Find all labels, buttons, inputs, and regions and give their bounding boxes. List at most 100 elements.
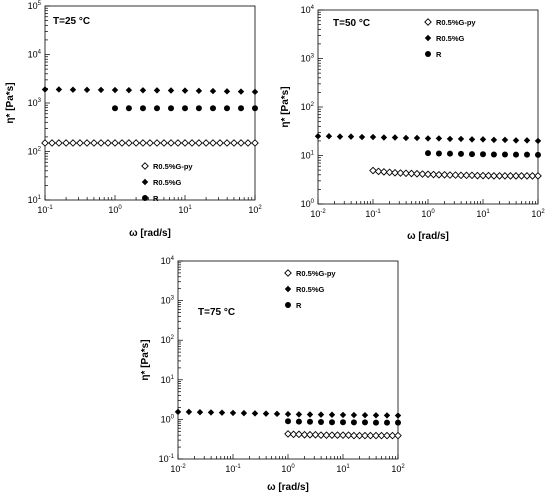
data-point [139,105,146,112]
data-point [469,151,476,158]
x-tick-label: 101 [476,209,490,219]
x-axis-label: ω [rad/s] [407,231,449,242]
x-tick-label: 102 [391,464,405,474]
data-point [490,151,497,158]
data-point [311,430,320,439]
data-point [358,133,366,141]
data-point [339,411,347,419]
chart-panel-2: 10-2 10-1 100 101 102 100 101 102 103 104 ω [rad/s… [280,5,545,242]
y-axis-label: η* [Pa*s] [140,339,151,380]
data-point [369,166,377,175]
data-point [195,105,202,112]
x-tick-label: 10-1 [37,205,53,215]
data-point [202,139,210,147]
data-point [383,431,391,440]
data-point [325,132,333,140]
data-point [407,169,416,178]
series-filled-circle [285,418,401,426]
data-point [350,431,358,440]
data-point [340,419,346,426]
data-point [273,410,281,418]
data-point [512,151,519,158]
data-point [153,139,161,147]
legend-marker [141,178,149,186]
data-point [223,139,231,147]
data-point [395,419,401,426]
y-tick-label: 100 [301,199,315,209]
data-point [462,171,471,180]
data-point [182,105,188,112]
data-point [181,87,189,94]
data-point [251,88,259,96]
x-tick-label: 102 [248,205,262,215]
legend-marker [285,302,291,308]
data-point [167,87,175,94]
data-point [402,169,410,178]
data-point [209,139,217,147]
x-tick-label: 102 [531,209,545,219]
data-point [125,139,133,147]
series-filled-circle [425,150,541,158]
data-point [328,431,336,439]
data-point [473,171,482,180]
data-point [139,139,147,147]
data-point [383,412,391,419]
chart-title: T=75 °C [198,307,235,318]
data-point [495,172,504,180]
data-point [97,139,105,147]
y-tick-label: 102 [161,335,175,345]
data-point [361,411,369,419]
data-point [41,86,49,93]
data-point [306,411,314,418]
data-point [317,411,325,418]
data-point [380,168,388,176]
data-point [517,172,526,180]
legend-marker [424,34,432,42]
x-tick-label: 100 [108,205,122,215]
data-point [104,139,112,147]
legend: R0.5%G-py R0.5%G R [424,18,476,59]
data-point [435,135,443,142]
data-point [317,431,325,439]
data-point [468,136,476,143]
data-point [317,418,324,425]
data-point [347,133,355,140]
data-point [490,172,498,180]
series-open-diamond [41,139,259,147]
data-point [366,431,375,440]
series-filled-circle [112,105,258,112]
series-filled-diamond [314,132,542,145]
y-tick-label: 103 [161,296,175,306]
data-point [153,105,160,112]
data-point [167,139,175,147]
data-point [479,136,487,143]
data-point [185,408,193,416]
data-point [132,139,140,147]
data-point [295,418,302,425]
data-point [479,171,487,180]
data-point [457,171,465,180]
data-point [535,151,541,158]
data-point [125,86,133,94]
y-tick-label: 103 [28,98,42,108]
data-point [111,86,119,94]
x-tick-label: 101 [178,205,192,215]
data-point [524,151,531,158]
data-point [300,430,309,439]
data-point [230,139,238,147]
data-point [336,133,344,140]
data-point [118,139,126,147]
x-tick-label: 10-2 [170,464,186,474]
legend-label: R0.5%G-py [296,269,336,278]
data-point [424,170,432,179]
x-tick-label: 10-1 [225,464,241,474]
data-point [457,150,464,157]
data-point [380,134,388,141]
data-point [209,105,216,112]
legend-label: R0.5%G [436,34,465,43]
data-point [435,170,443,179]
chart-title: T=25 °C [53,16,90,27]
data-point [196,408,204,416]
